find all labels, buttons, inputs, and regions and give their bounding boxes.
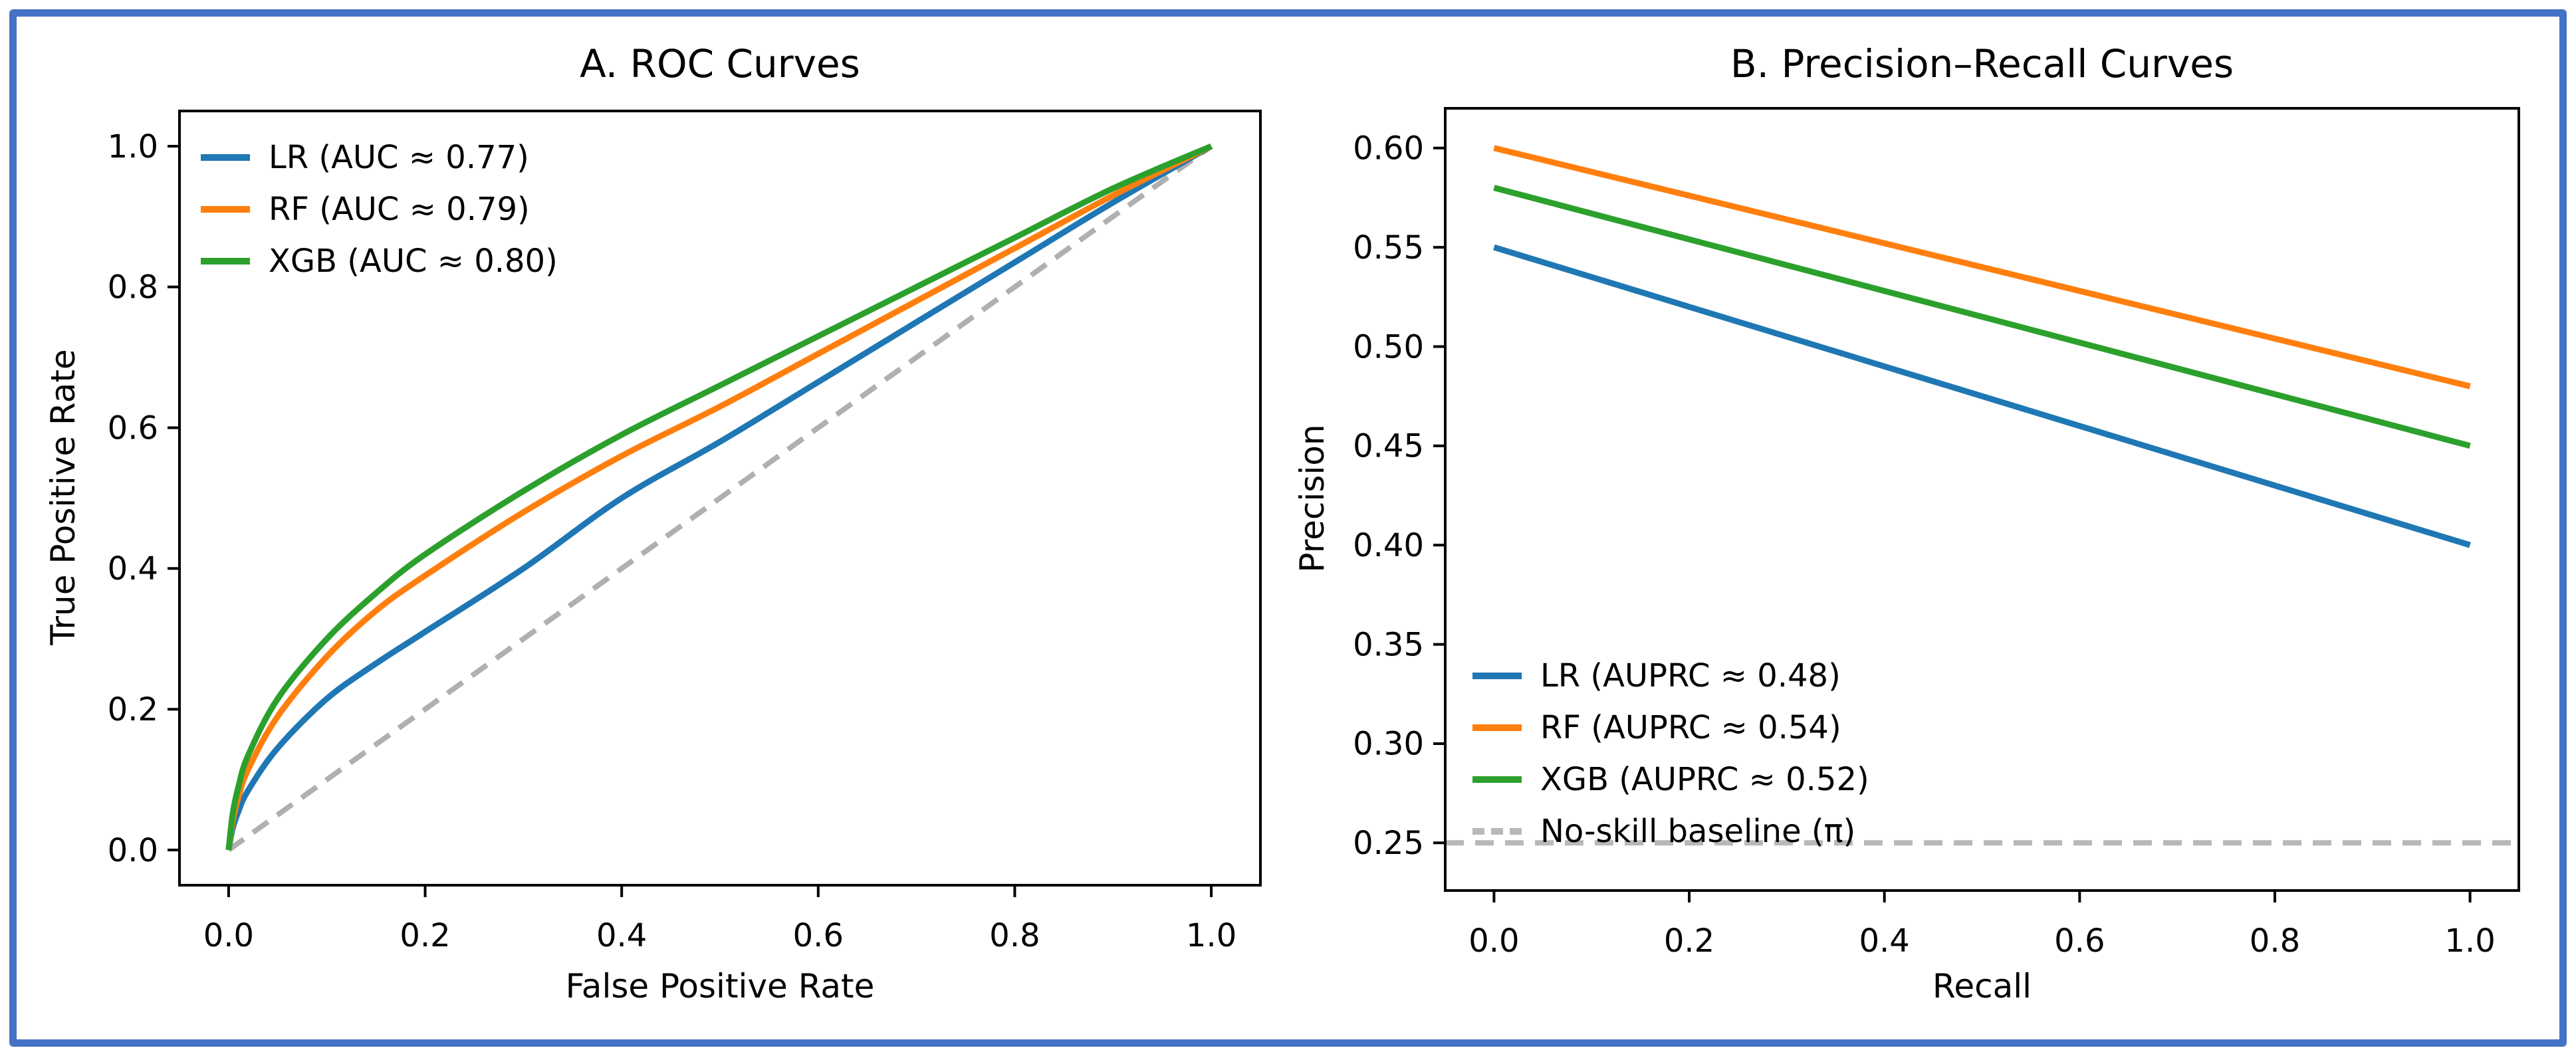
y-tick-label: 0.8	[108, 269, 158, 306]
y-tick-label: 0.4	[108, 550, 158, 587]
x-tick-label: 0.4	[596, 917, 647, 954]
roc-xaxis-label: False Positive Rate	[565, 967, 875, 1005]
y-tick-label: 0.40	[1353, 527, 1424, 564]
y-tick-label: 0.2	[108, 691, 158, 728]
legend-item: RF (AUPRC ≈ 0.54)	[1471, 702, 1869, 754]
pr-xaxis-label: Recall	[1932, 967, 2032, 1005]
roc-series-line	[225, 144, 1213, 851]
legend-label: RF (AUC ≈ 0.79)	[269, 191, 530, 228]
x-tick-label: 0.0	[1468, 922, 1519, 960]
x-tick-label: 0.4	[1859, 922, 1910, 960]
y-tick-label: 0.55	[1353, 229, 1424, 266]
x-tick-label: 0.8	[989, 917, 1040, 954]
legend-label: No-skill baseline (π)	[1540, 813, 1856, 850]
legend-line-swatch	[1472, 724, 1522, 731]
pr-legend: LR (AUPRC ≈ 0.48) RF (AUPRC ≈ 0.54) XGB (A…	[1471, 650, 1869, 857]
legend-label: XGB (AUC ≈ 0.80)	[269, 243, 558, 280]
legend-line-swatch	[201, 154, 250, 161]
y-tick-label: 0.25	[1353, 825, 1424, 862]
y-tick-label: 0.35	[1353, 626, 1424, 663]
x-tick-label: 1.0	[1186, 917, 1236, 954]
roc-axes: 0.0 0.2 0.4 0.6 0.8 1.0 0.0 0.2 0.4 0.6 0.8 1.0	[108, 110, 1262, 954]
legend-label: LR (AUC ≈ 0.77)	[269, 139, 529, 176]
roc-series-line	[227, 144, 1213, 853]
legend-item: XGB (AUC ≈ 0.80)	[199, 235, 558, 287]
legend-item: LR (AUPRC ≈ 0.48)	[1471, 650, 1869, 702]
legend-item: LR (AUC ≈ 0.77)	[199, 132, 558, 183]
legend-item: No-skill baseline (π)	[1471, 805, 1869, 857]
legend-label: LR (AUPRC ≈ 0.48)	[1540, 657, 1841, 694]
x-tick-label: 0.2	[1664, 922, 1714, 960]
y-tick-label: 1.0	[108, 128, 158, 165]
pr-axes: 0.0 0.2 0.4 0.6 0.8 1.0 0.60 0.55 0.50 0.45 0.40 0.…	[1353, 107, 2520, 960]
pr-panel-title: B. Precision–Recall Curves	[1730, 41, 2234, 86]
roc-legend: LR (AUC ≈ 0.77) RF (AUC ≈ 0.79) XGB (AUC ≈…	[199, 132, 558, 287]
roc-spines	[178, 110, 1262, 887]
x-tick-label: 0.6	[2054, 922, 2105, 960]
y-tick-label: 0.30	[1353, 726, 1424, 763]
legend-line-swatch	[1472, 673, 1522, 679]
pr-spines	[1444, 107, 2520, 892]
legend-item: RF (AUC ≈ 0.79)	[199, 183, 558, 235]
x-tick-label: 1.0	[2444, 922, 2495, 960]
legend-line-swatch	[1472, 776, 1522, 783]
roc-panel-title: A. ROC Curves	[580, 41, 860, 86]
y-tick-label: 0.6	[108, 409, 158, 447]
x-tick-label: 0.0	[203, 917, 254, 954]
roc-yaxis-label: True Positive Rate	[44, 349, 82, 645]
legend-line-swatch	[201, 258, 250, 264]
x-tick-label: 0.6	[793, 917, 844, 954]
y-tick-label: 0.0	[108, 832, 158, 869]
pr-yaxis-label: Precision	[1293, 424, 1332, 573]
pr-series-line	[1493, 185, 2471, 449]
legend-item: XGB (AUPRC ≈ 0.52)	[1471, 754, 1869, 805]
x-tick-label: 0.8	[2250, 922, 2300, 960]
legend-dashed-line-swatch	[1472, 828, 1522, 835]
legend-label: RF (AUPRC ≈ 0.54)	[1540, 709, 1841, 746]
pr-series-line	[1493, 244, 2471, 548]
legend-line-swatch	[201, 206, 250, 213]
y-tick-label: 0.45	[1353, 428, 1424, 465]
legend-label: XGB (AUPRC ≈ 0.52)	[1540, 761, 1869, 798]
roc-series-line	[225, 143, 1213, 851]
y-tick-label: 0.60	[1353, 130, 1424, 167]
y-tick-label: 0.50	[1353, 328, 1424, 366]
x-tick-label: 0.2	[400, 917, 450, 954]
pr-series-line	[1493, 145, 2471, 389]
roc-series-line	[225, 143, 1213, 851]
